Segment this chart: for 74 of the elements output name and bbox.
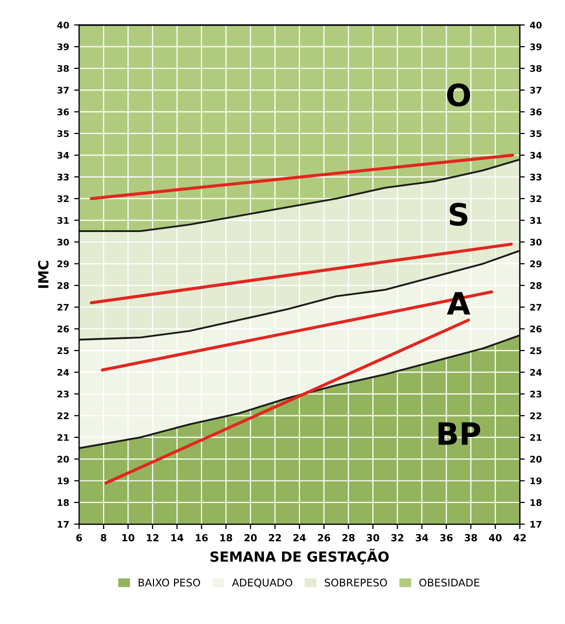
y-tick-label: 40 [57,22,69,29]
y-tick-label: 24 [58,368,69,376]
y2-tick-label: 33 [530,174,542,180]
x-tick-label: 6 [76,534,82,542]
y-tick-label: 35 [57,130,69,138]
y-tick-label: 30 [57,238,69,246]
y2-tick-label: 31 [530,217,542,224]
y-tick-label: 19 [58,477,69,484]
y-tick-label: 39 [57,43,69,50]
y-tick-label: 25 [58,347,69,354]
x-tick-label: 14 [171,534,184,542]
y2-tick-label: 17 [530,521,542,528]
y2-tick-label: 22 [530,412,542,420]
annotation: S [450,202,468,226]
y-tick-label: 36 [57,108,69,116]
y-tick-label: 23 [58,390,69,398]
y2-tick-label: 28 [530,282,542,289]
y2-tick-label: 23 [530,390,542,398]
x-tick-label: 12 [146,534,158,542]
y2-tick-label: 26 [530,326,542,332]
x-tick-label: 42 [513,534,526,542]
x-tick-label: 18 [220,534,232,542]
y-tick-label: 28 [58,282,69,289]
x-tick-label: 40 [488,534,502,542]
y2-tick-label: 24 [530,368,542,376]
y-tick-label: 21 [58,434,69,441]
y-tick-label: 33 [57,174,69,180]
y-tick-label: 34 [57,152,69,159]
legend-label: SOBREPESO [324,578,387,587]
x-tick-label: 36 [440,534,453,542]
y2-tick-label: 39 [530,43,542,50]
y2-tick-label: 36 [530,108,542,116]
x-tick-label: 30 [366,534,380,542]
x-tick-label: 32 [391,534,404,542]
x-tick-label: 22 [268,534,281,542]
x-axis-title: SEMANA DE GESTAÇÃO [210,548,389,564]
y-tick-label: 32 [57,195,69,202]
y2-tick-label: 38 [530,65,542,72]
y2-tick-label: 21 [530,434,542,441]
y-tick-label: 31 [57,217,69,224]
y-tick-label: 26 [58,326,69,332]
y2-tick-label: 32 [530,195,542,202]
y-tick-label: 17 [58,521,69,528]
x-tick-label: 10 [122,534,134,542]
y2-tick-label: 30 [530,238,542,246]
y2-tick-label: 35 [530,130,542,138]
y2-tick-label: 29 [530,260,542,268]
y2-tick-label: 34 [530,152,542,159]
x-tick-label: 24 [293,534,306,542]
y-tick-label: 27 [58,304,69,311]
y-tick-label: 18 [58,499,69,506]
x-tick-label: 8 [100,534,106,542]
y-tick-label: 37 [57,86,69,94]
legend-label: ADEQUADO [232,578,292,588]
x-tick-label: 26 [318,534,330,542]
x-tick-label: 34 [416,534,428,542]
x-tick-label: 38 [464,534,477,542]
y2-tick-label: 18 [530,499,542,506]
y2-tick-label: 20 [530,456,542,463]
y2-tick-label: 19 [530,477,542,484]
x-tick-label: 16 [196,534,208,542]
y-tick-label: 22 [58,412,69,420]
y2-tick-label: 40 [530,22,542,29]
y2-tick-label: 25 [530,347,542,354]
y2-tick-label: 27 [530,304,542,311]
y-tick-label: 38 [57,65,69,72]
x-tick-label: 28 [342,534,355,542]
y-tick-label: 29 [58,260,69,268]
y-tick-label: 20 [58,456,69,463]
legend-label: OBESIDADE [419,578,480,587]
x-tick-label: 20 [244,534,257,542]
y2-tick-label: 37 [530,86,542,94]
y-axis-title: IMC [38,260,49,288]
legend-label: BAIXO PESO [138,578,200,587]
